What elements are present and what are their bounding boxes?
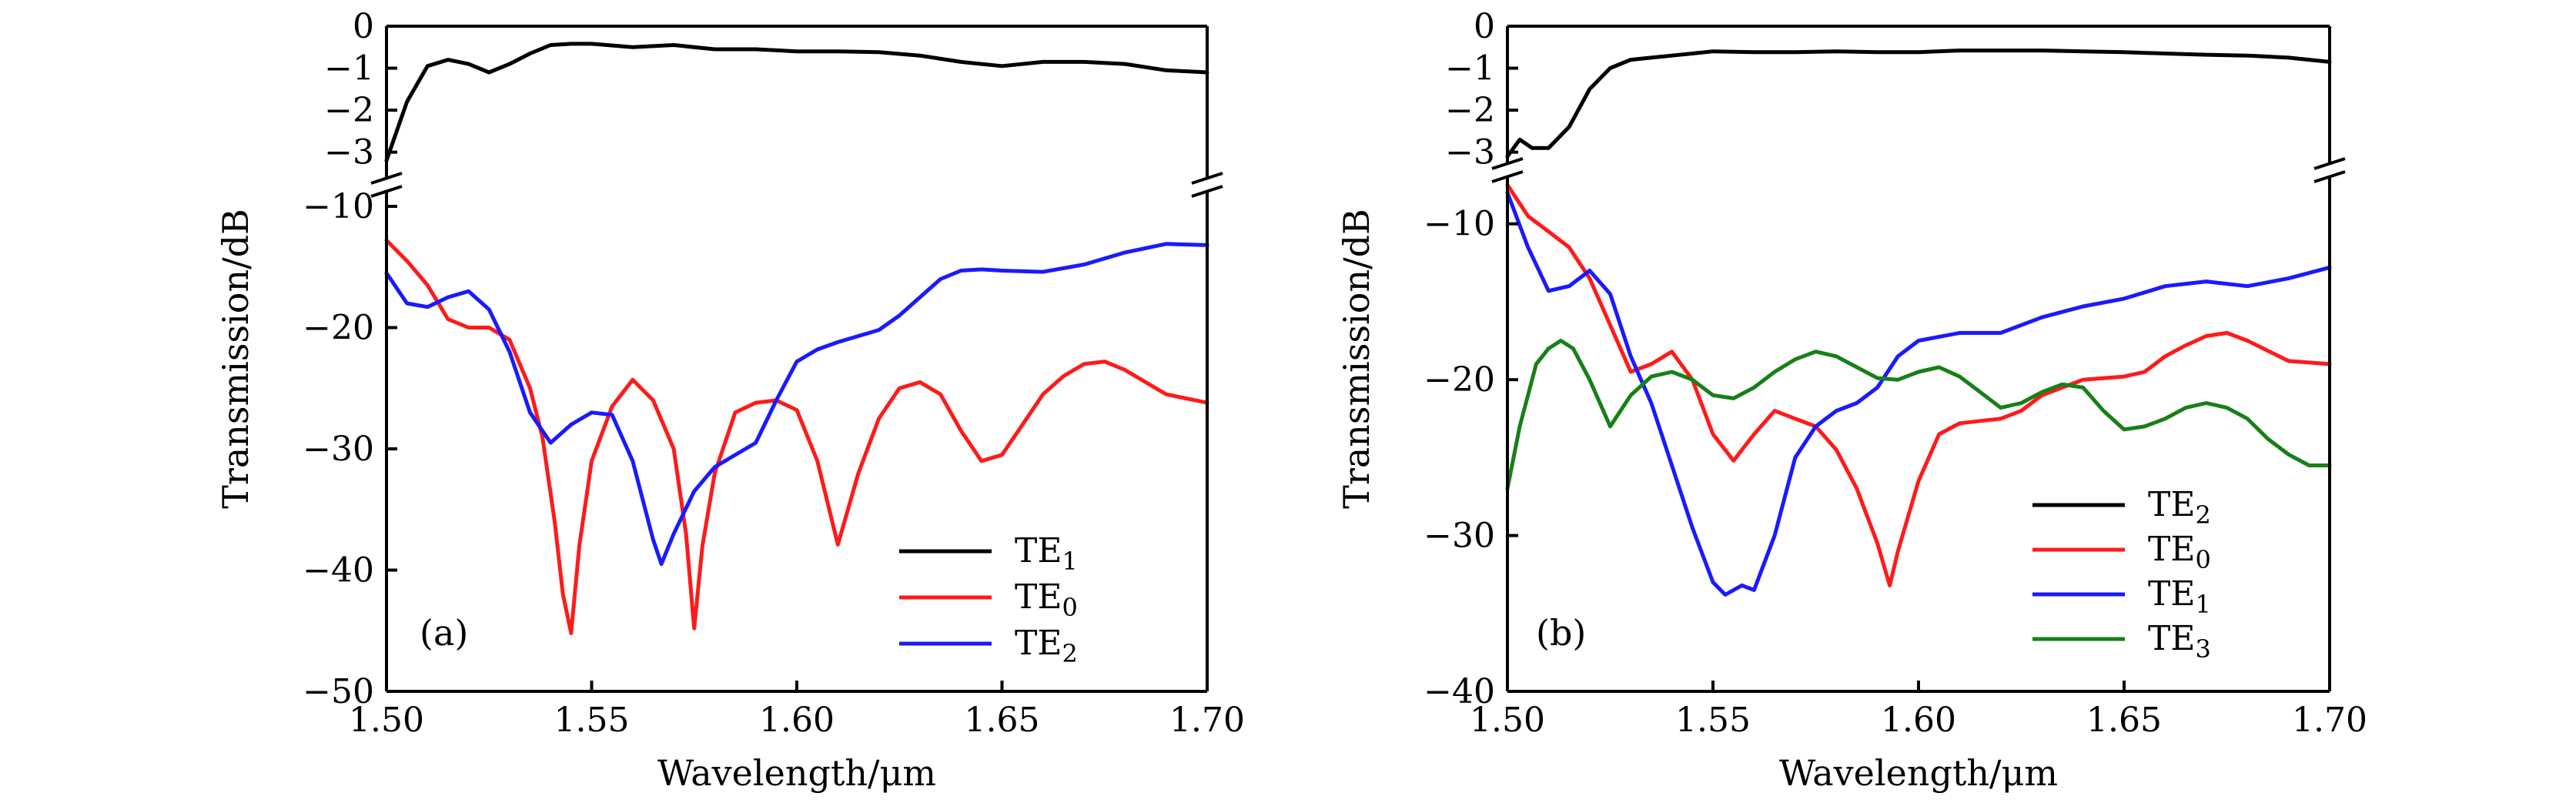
legend-entry-te2: TE2 (2148, 485, 2211, 530)
y-tick-label: −10 (303, 187, 374, 226)
y-tick-label: −20 (1423, 360, 1495, 400)
x-tick-label: 1.65 (2086, 701, 2162, 740)
axis-break-mark (370, 172, 403, 185)
x-tick-label: 1.70 (1169, 701, 1245, 740)
y-tick-label: −2 (1445, 91, 1495, 130)
axis-break-mark (1191, 172, 1223, 185)
x-tick-label: 1.55 (1675, 701, 1751, 740)
series-line-te0 (1505, 182, 2332, 587)
y-tick-label: −2 (324, 91, 374, 130)
x-tick-label: 1.60 (759, 701, 835, 740)
y-tick-label: −40 (1423, 672, 1495, 711)
series-line-te1 (1505, 190, 2332, 597)
legend-entry-te2: TE2 (1015, 624, 1078, 668)
y-tick-label: −3 (1445, 133, 1495, 172)
y-tick-label: 0 (353, 7, 374, 46)
series-line-te2 (384, 242, 1209, 567)
y-tick-label: −10 (1423, 205, 1495, 244)
panel-a: 1.50 1.55 1.60 1.65 1.70 0−1−2−3 −10 −20 −30 −40 −… (215, 7, 1245, 794)
y-tick-label: −30 (1423, 517, 1495, 556)
x-tick-label: 1.50 (1470, 701, 1545, 740)
x-tick-label: 1.60 (1881, 701, 1956, 740)
x-axis-label: Wavelength/μm (1779, 752, 2058, 794)
x-tick-label: 1.65 (965, 701, 1040, 740)
series-line-te3 (1505, 339, 2332, 491)
series-line-te0 (384, 238, 1209, 635)
legend-entry-te0: TE0 (2148, 530, 2211, 574)
y-tick-label: −20 (303, 309, 374, 348)
series-line-te2 (1505, 49, 2332, 159)
x-tick-label: 1.55 (554, 701, 630, 740)
series-line-te1 (384, 42, 1209, 162)
y-axis-label: Transmission/dB (1336, 209, 1377, 509)
axis-break-mark (1191, 185, 1223, 198)
y-tick-label: −30 (303, 430, 374, 469)
y-tick-label: −1 (324, 49, 374, 89)
x-axis-label: Wavelength/μm (657, 752, 936, 794)
y-tick-label: 0 (1474, 7, 1495, 46)
y-tick-label: −1 (1445, 49, 1495, 89)
x-tick-label: 1.50 (349, 701, 424, 740)
panel-b: 1.50 1.55 1.60 1.65 1.70 0−1−2−3 −10 −20 −30 −40 W… (1336, 7, 2367, 794)
panel-label: (b) (1536, 612, 1586, 654)
legend-entry-te1: TE1 (1015, 531, 1078, 576)
y-axis-label: Transmission/dB (215, 209, 256, 509)
legend-entry-te0: TE0 (1015, 577, 1078, 622)
axis-break-mark (1491, 157, 1524, 170)
legend-entry-te3: TE3 (2148, 619, 2211, 664)
axis-break-mark (2313, 157, 2346, 170)
y-tick-label: −40 (303, 551, 374, 591)
axis-break-mark (2313, 170, 2346, 183)
axis-break-mark (370, 185, 403, 198)
legend-entry-te1: TE1 (2148, 574, 2211, 619)
panel-label: (a) (420, 612, 468, 654)
y-tick-label: −3 (324, 133, 374, 172)
y-tick-label: −50 (303, 672, 374, 711)
axis-break-mark (1491, 170, 1524, 183)
x-tick-label: 1.70 (2292, 701, 2367, 740)
